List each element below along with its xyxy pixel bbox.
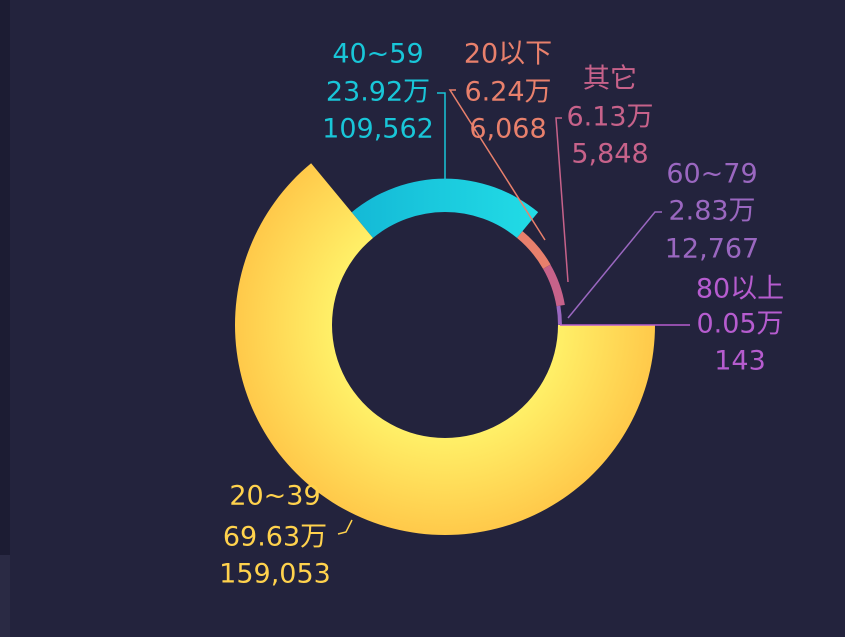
slice bbox=[543, 264, 565, 307]
slice bbox=[556, 305, 562, 325]
label-value: 2.83万 bbox=[668, 196, 755, 227]
leader-line bbox=[337, 519, 353, 535]
label-name: 20以下 bbox=[464, 39, 552, 70]
label-value: 6.24万 bbox=[464, 77, 551, 108]
label-name: 60~79 bbox=[666, 159, 757, 190]
slice bbox=[234, 163, 655, 536]
label-value: 0.05万 bbox=[696, 309, 783, 340]
label-value: 6.13万 bbox=[566, 102, 653, 133]
leader-line bbox=[448, 89, 546, 241]
label-name: 其它 bbox=[583, 64, 637, 95]
label-count: 5,848 bbox=[571, 139, 648, 170]
label-count: 12,767 bbox=[665, 234, 759, 265]
label-count: 143 bbox=[714, 346, 766, 377]
label-name: 40~59 bbox=[332, 39, 423, 70]
leader-line bbox=[437, 92, 446, 180]
sidebar-strip bbox=[0, 555, 10, 637]
leader-line bbox=[567, 211, 662, 319]
label-count: 6,068 bbox=[469, 114, 546, 145]
label-value: 23.92万 bbox=[326, 77, 430, 108]
label-value: 69.63万 bbox=[223, 522, 327, 553]
leader-line bbox=[555, 117, 569, 283]
label-count: 109,562 bbox=[322, 114, 434, 145]
label-name: 80以上 bbox=[696, 274, 784, 305]
label-count: 159,053 bbox=[219, 559, 331, 590]
slice bbox=[351, 178, 539, 238]
slice bbox=[516, 231, 551, 269]
label-name: 20~39 bbox=[229, 481, 320, 512]
sidebar-strip bbox=[0, 0, 10, 637]
